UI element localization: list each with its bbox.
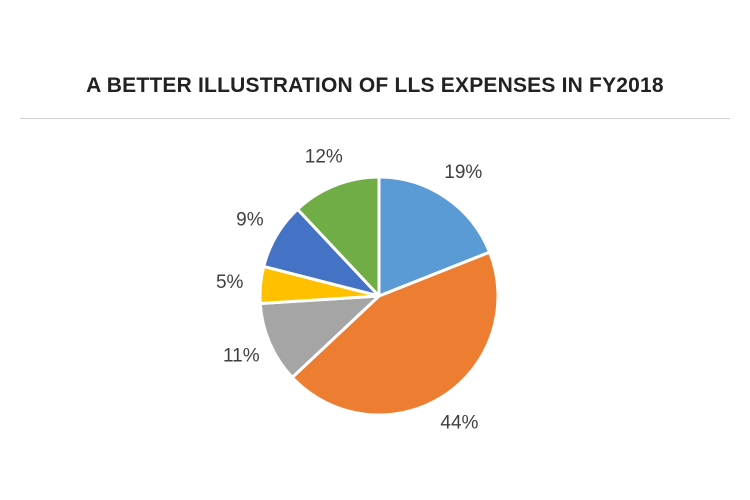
chart-title: A BETTER ILLUSTRATION OF LLS EXPENSES IN… — [86, 74, 664, 97]
slice-label-5: 12% — [305, 147, 343, 168]
pie-slice-0 — [377, 175, 492, 298]
slice-label-2: 11% — [223, 346, 260, 367]
slice-label-0: 19% — [444, 162, 482, 183]
pie-slice-2 — [258, 294, 381, 379]
pie-slice-1 — [290, 250, 500, 417]
slice-label-4: 9% — [236, 210, 264, 231]
title-divider — [20, 118, 730, 119]
slice-label-1: 44% — [440, 413, 478, 434]
slice-label-3: 5% — [216, 272, 244, 293]
pie-slice-5 — [296, 175, 381, 298]
